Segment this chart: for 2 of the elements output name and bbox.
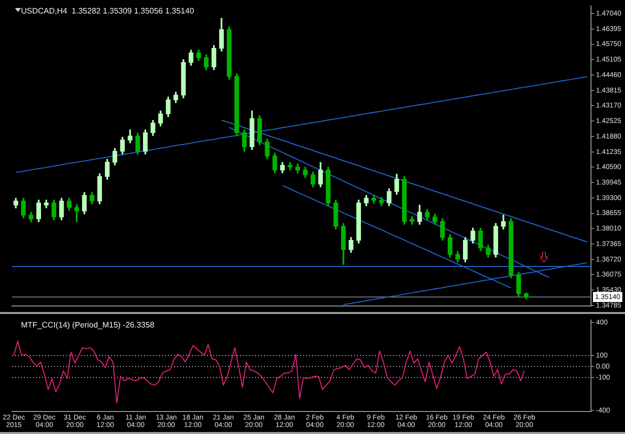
- chart-title: USDCAD,H4 1.35282 1.35309 1.35056 1.35140: [21, 6, 195, 16]
- chart-title: MTF_CCI(14) (Period_M15) -26.3358: [21, 320, 155, 330]
